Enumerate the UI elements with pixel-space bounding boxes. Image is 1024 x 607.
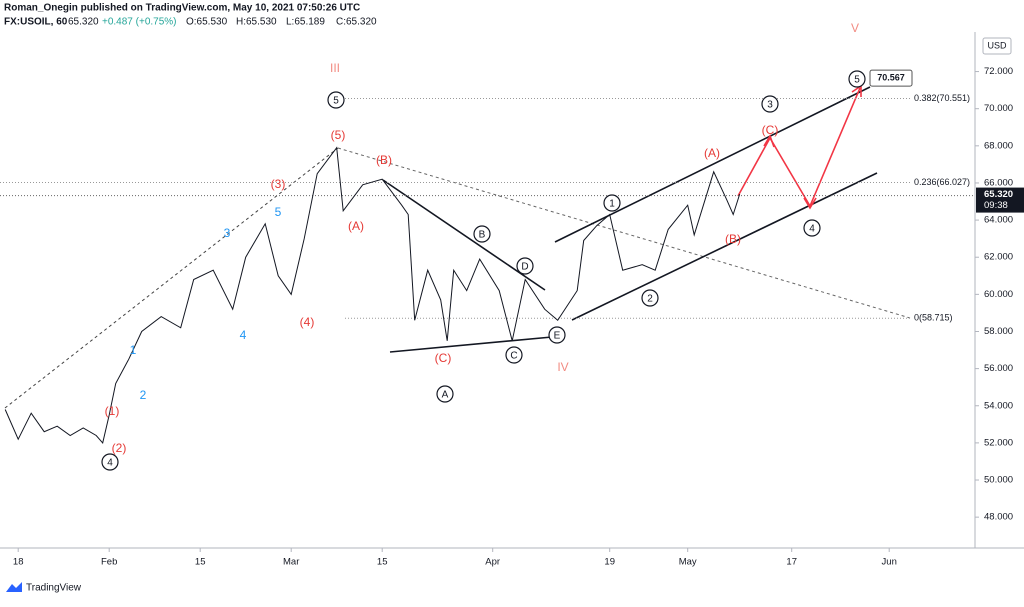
wave-circle: [641, 289, 659, 307]
currency: USD: [987, 40, 1007, 50]
y-tick-label: 54.000: [984, 400, 1013, 411]
triangle-line: [382, 179, 546, 291]
wave-label: (4): [300, 315, 315, 329]
x-tick-label: 18: [13, 557, 24, 568]
fib-label: 0(58.715): [914, 313, 953, 323]
symbol: FX:USOIL, 60: [4, 17, 68, 28]
y-tick-label: 70.000: [984, 103, 1013, 114]
triangle-line: [389, 336, 553, 353]
wave-label: IV: [557, 360, 568, 374]
wave-label: 4: [107, 458, 113, 469]
x-tick-label: 17: [786, 557, 797, 568]
y-tick-label: 62.000: [984, 252, 1013, 263]
forecast-path: [737, 87, 861, 208]
price-line: [4, 146, 741, 444]
wave-circle: [848, 70, 866, 88]
y-tick-label: 58.000: [984, 326, 1013, 337]
last-price-box: [976, 187, 1024, 213]
fib-label: 0.382(70.551): [914, 93, 970, 103]
target-label: 70.567: [877, 73, 905, 83]
wave-circle: [803, 219, 821, 237]
wave-label: (2): [112, 441, 127, 455]
wave-label: B: [479, 230, 486, 241]
wave-label: V: [851, 21, 859, 35]
wave-label: (C): [435, 351, 452, 365]
logo-icon: [6, 582, 22, 592]
wave-circle: [505, 346, 523, 364]
wave-circle: [603, 194, 621, 212]
wave-label: 5: [854, 75, 860, 86]
wave-label: 5: [275, 205, 282, 219]
trend-dashed: [4, 147, 339, 409]
brand: TradingView: [26, 583, 82, 594]
open: O:65.530: [186, 17, 228, 28]
wave-label: (1): [105, 404, 120, 418]
wave-label: (C): [762, 123, 779, 137]
wave-label: (A): [704, 146, 720, 160]
wave-label: (3): [271, 177, 286, 191]
y-tick-label: 52.000: [984, 437, 1013, 448]
wave-circle: [473, 225, 491, 243]
wave-label: III: [330, 61, 340, 75]
countdown: 09:38: [984, 200, 1008, 211]
wave-circle: [516, 257, 534, 275]
wave-circle: [761, 95, 779, 113]
channel-line: [571, 172, 878, 321]
author-line: Roman_Onegin published on TradingView.co…: [4, 3, 360, 14]
wave-label: C: [510, 351, 517, 362]
wave-label: 4: [809, 224, 815, 235]
wave-circle: [436, 385, 454, 403]
y-tick-label: 72.000: [984, 66, 1013, 77]
wave-label: D: [521, 262, 528, 273]
y-tick-label: 56.000: [984, 363, 1013, 374]
x-tick-label: Apr: [485, 557, 500, 568]
currency-box: [982, 37, 1012, 55]
x-tick-label: 15: [195, 557, 206, 568]
y-tick-label: 68.000: [984, 140, 1013, 151]
last: 65.320: [68, 17, 99, 28]
x-tick-label: 19: [604, 557, 615, 568]
x-tick-label: Mar: [283, 557, 299, 568]
drawings: [4, 84, 911, 409]
wave-label: 1: [130, 343, 137, 357]
wave-label: (B): [376, 153, 392, 167]
low: L:65.189: [286, 17, 325, 28]
wave-label: E: [554, 331, 561, 342]
x-tick-label: Feb: [101, 557, 117, 568]
wave-label: 4: [240, 328, 247, 342]
wave-label: 2: [647, 294, 653, 305]
wave-label: A: [442, 390, 449, 401]
tradingview-logo: TradingView: [6, 582, 82, 594]
y-tick-label: 48.000: [984, 512, 1013, 523]
wave-circle: [101, 453, 119, 471]
y-tick-label: 50.000: [984, 475, 1013, 486]
last-price-label: 65.320: [984, 189, 1013, 200]
wave-label: 3: [224, 226, 231, 240]
wave-label: 1: [609, 199, 615, 210]
wave-label: (A): [348, 219, 364, 233]
wave-label: 2: [140, 388, 147, 402]
y-tick-label: 64.000: [984, 215, 1013, 226]
y-tick-label: 60.000: [984, 289, 1013, 300]
x-tick-label: May: [679, 557, 697, 568]
wave-label: (5): [331, 128, 346, 142]
x-tick-label: 15: [377, 557, 388, 568]
x-tick-label: Jun: [882, 557, 897, 568]
close: C:65.320: [336, 17, 377, 28]
target-box: [869, 69, 913, 87]
wave-label: 3: [767, 100, 773, 111]
wave-label: (B): [725, 232, 741, 246]
wave-circle: [327, 91, 345, 109]
change: +0.487 (+0.75%): [102, 17, 177, 28]
wave-circle: [548, 326, 566, 344]
fib-label: 0.236(66.027): [914, 177, 970, 187]
wave-label: 5: [333, 96, 339, 107]
high: H:65.530: [236, 17, 277, 28]
y-tick-label: 66.000: [984, 177, 1013, 188]
